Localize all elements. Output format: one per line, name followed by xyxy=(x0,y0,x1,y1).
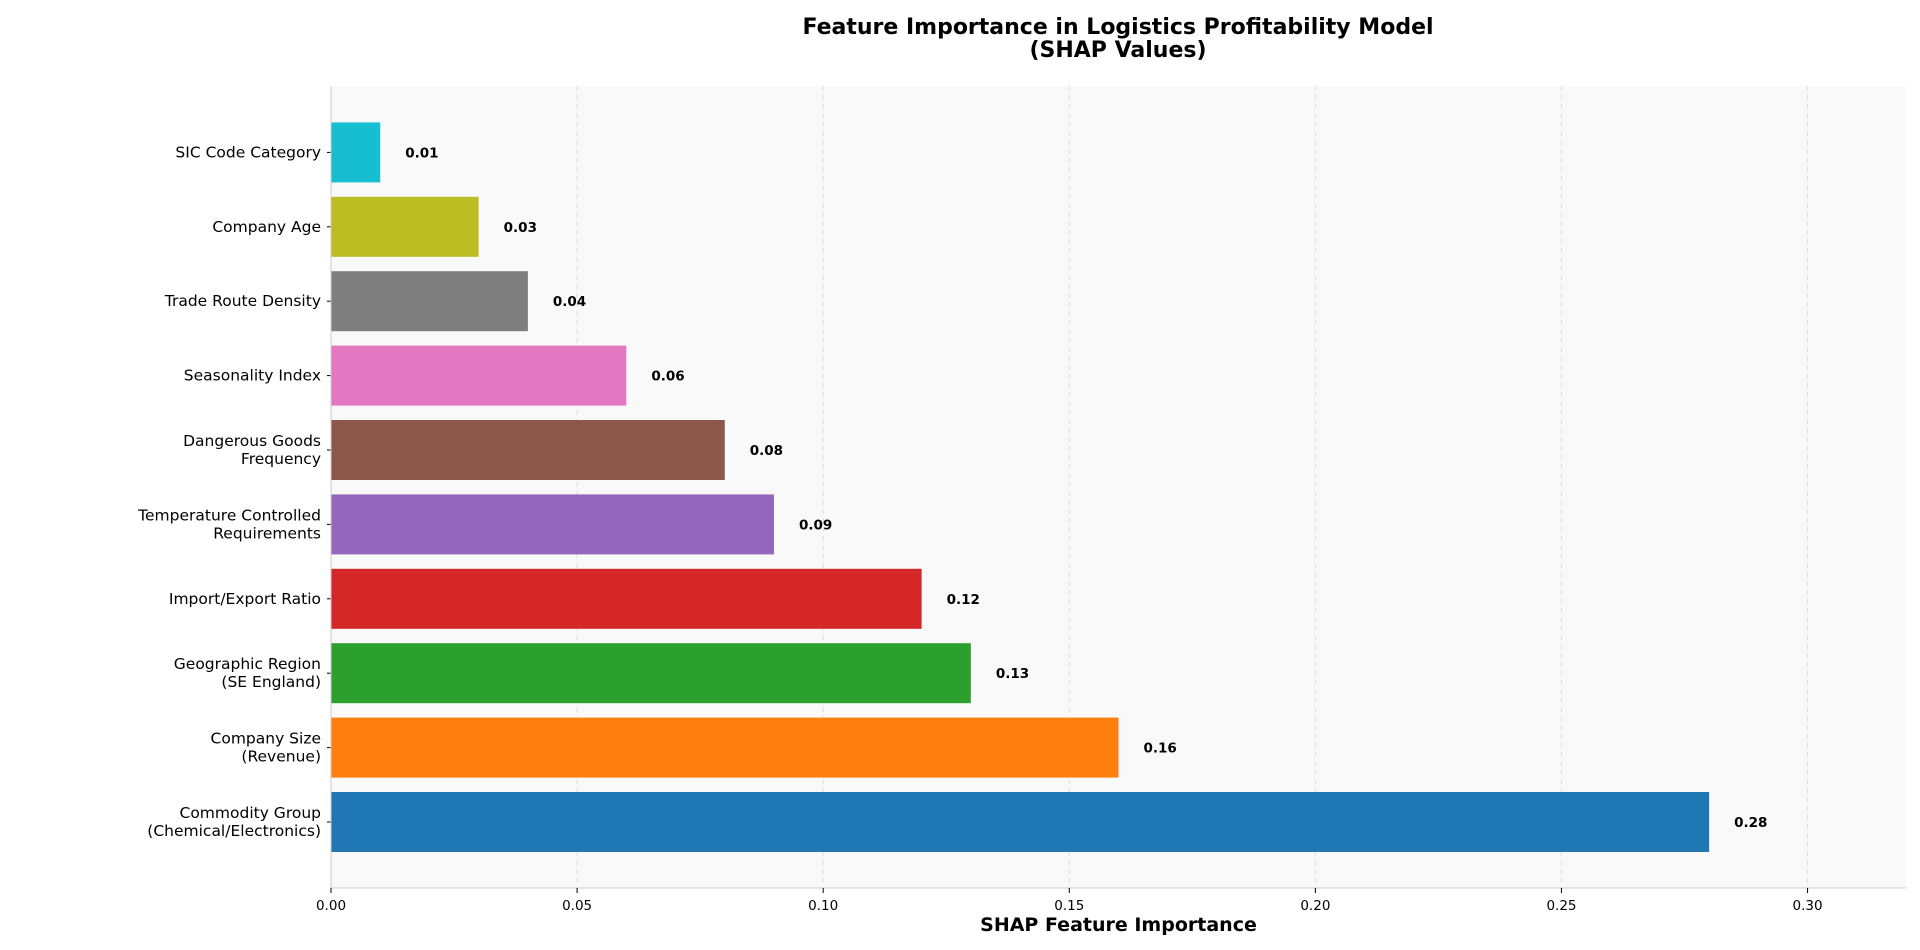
category-label-line: Dangerous Goods xyxy=(183,432,321,450)
chart-subtitle: (SHAP Values) xyxy=(1029,38,1206,63)
data-label: 0.13 xyxy=(996,666,1029,682)
category-label: Commodity Group (Chemical/Electronics) xyxy=(147,804,321,840)
chart-title: Feature Importance in Logistics Profitab… xyxy=(802,15,1433,40)
category-label-line: Seasonality Index xyxy=(184,367,321,385)
category-label-line: SIC Code Category xyxy=(175,143,321,161)
bar xyxy=(331,122,381,183)
category-label-line: Trade Route Density xyxy=(164,292,321,310)
data-label: 0.16 xyxy=(1144,741,1177,757)
bar xyxy=(331,717,1119,778)
bar xyxy=(331,792,1710,852)
category-label-line: Commodity Group xyxy=(180,804,322,822)
data-label: 0.09 xyxy=(799,517,832,533)
bar xyxy=(331,494,774,555)
category-label: SIC Code Category xyxy=(175,143,321,161)
category-label: Dangerous Goods Frequency xyxy=(183,432,321,468)
x-tick-label: 0.25 xyxy=(1546,898,1576,914)
category-label-line: Company Size xyxy=(211,730,321,748)
category-label-line: (Revenue) xyxy=(241,748,321,766)
bar xyxy=(331,271,528,332)
x-tick-label: 0.05 xyxy=(562,898,592,914)
category-label: Seasonality Index xyxy=(184,367,321,385)
category-label-line: Import/Export Ratio xyxy=(169,590,321,608)
bar xyxy=(331,196,479,257)
category-label: Temperature Controlled Requirements xyxy=(137,506,321,542)
data-label: 0.04 xyxy=(553,294,586,310)
category-label-line: Temperature Controlled xyxy=(137,506,321,524)
data-label: 0.03 xyxy=(504,220,537,236)
category-label-line: Frequency xyxy=(241,450,321,468)
x-axis-label: SHAP Feature Importance xyxy=(980,914,1257,936)
category-label: Trade Route Density xyxy=(164,292,321,310)
bar xyxy=(331,643,971,704)
x-tick-label: 0.30 xyxy=(1793,898,1823,914)
category-label-line: Requirements xyxy=(213,524,321,542)
data-label: 0.06 xyxy=(651,369,684,385)
data-label: 0.01 xyxy=(405,145,438,161)
category-label-line: (Chemical/Electronics) xyxy=(147,822,321,840)
data-label: 0.12 xyxy=(947,592,980,608)
bar xyxy=(331,568,922,629)
data-label: 0.08 xyxy=(750,443,783,459)
category-label: Import/Export Ratio xyxy=(169,590,321,608)
bar xyxy=(331,345,627,406)
x-tick-label: 0.20 xyxy=(1300,898,1330,914)
category-label: Geographic Region (SE England) xyxy=(174,655,321,691)
category-label: Company Size (Revenue) xyxy=(211,730,321,766)
category-label: Company Age xyxy=(212,218,321,236)
bar xyxy=(331,420,725,480)
x-tick-label: 0.10 xyxy=(808,898,838,914)
x-tick-label: 0.00 xyxy=(316,898,346,914)
category-label-line: Company Age xyxy=(212,218,321,236)
category-label-line: (SE England) xyxy=(221,673,321,691)
category-label-line: Geographic Region xyxy=(174,655,321,673)
data-label: 0.28 xyxy=(1734,815,1767,831)
x-tick-label: 0.15 xyxy=(1054,898,1084,914)
